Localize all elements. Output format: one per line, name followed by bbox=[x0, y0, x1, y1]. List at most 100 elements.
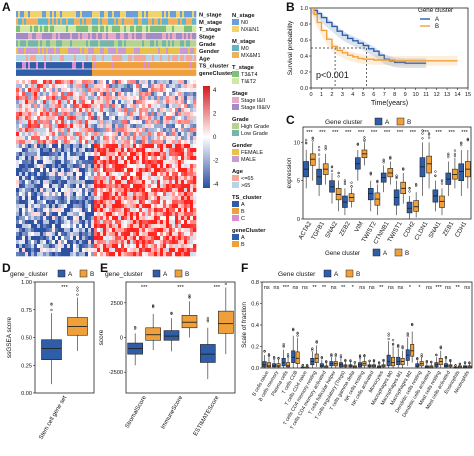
heatmap-cell bbox=[67, 132, 71, 137]
heatmap-cell bbox=[163, 248, 167, 253]
annotation-cell bbox=[84, 40, 87, 47]
heatmap-cell bbox=[82, 176, 86, 181]
heatmap-cell bbox=[61, 112, 65, 117]
heatmap-cell bbox=[136, 240, 140, 245]
heatmap-cell bbox=[139, 200, 143, 205]
annotation-cell bbox=[26, 32, 29, 40]
heatmap-cell bbox=[157, 212, 161, 217]
outlier-point bbox=[440, 179, 444, 182]
heatmap-cell bbox=[91, 204, 95, 209]
heatmap-cell bbox=[76, 212, 80, 217]
heatmap-cell bbox=[19, 188, 23, 193]
annotation-cell bbox=[186, 11, 189, 18]
heatmap-cell bbox=[136, 176, 140, 181]
heatmap-cell bbox=[73, 92, 77, 97]
heatmap-cell bbox=[61, 140, 65, 145]
heatmap-cell bbox=[181, 200, 185, 205]
heatmap-cell bbox=[178, 108, 182, 113]
heatmap-cell bbox=[142, 132, 146, 137]
heatmap-cell bbox=[184, 120, 188, 125]
heatmap-cell bbox=[151, 96, 155, 101]
heatmap-cell bbox=[43, 176, 47, 181]
annotation-cell bbox=[164, 18, 167, 25]
x-tick-label: ImmuneScore bbox=[160, 394, 184, 430]
heatmap-cell bbox=[31, 160, 35, 165]
heatmap-cell bbox=[94, 100, 98, 105]
annotation-cell bbox=[26, 47, 29, 54]
heatmap-cell bbox=[61, 216, 65, 221]
heatmap-cell bbox=[37, 140, 41, 145]
outlier-point bbox=[382, 359, 385, 363]
heatmap-cell bbox=[25, 88, 29, 93]
heatmap-cell bbox=[175, 240, 179, 245]
heatmap-cell bbox=[178, 104, 182, 109]
heatmap-cell bbox=[133, 192, 137, 197]
heatmap-cell bbox=[76, 192, 80, 197]
heatmap-cell bbox=[166, 176, 170, 181]
heatmap-cell bbox=[85, 104, 89, 109]
annotation-cell bbox=[156, 11, 159, 18]
heatmap-cell bbox=[187, 84, 191, 89]
heatmap-cell bbox=[61, 196, 65, 201]
heatmap-cell bbox=[115, 220, 119, 225]
annotation-cell bbox=[102, 62, 105, 69]
heatmap-cell bbox=[115, 184, 119, 189]
heatmap-cell bbox=[130, 188, 134, 193]
heatmap-cell bbox=[127, 240, 131, 245]
heatmap-cell bbox=[118, 240, 122, 245]
annotation-cell bbox=[172, 54, 175, 62]
heatmap-cell bbox=[97, 180, 101, 185]
heatmap-cell bbox=[97, 140, 101, 145]
heatmap-cell bbox=[127, 252, 131, 257]
heatmap-cell bbox=[175, 184, 179, 189]
heatmap-cell bbox=[151, 116, 155, 121]
heatmap-cell bbox=[100, 148, 104, 153]
heatmap-cell bbox=[94, 236, 98, 241]
annotation-cell bbox=[160, 40, 163, 47]
heatmap-cell bbox=[97, 236, 101, 241]
heatmap-cell bbox=[133, 104, 137, 109]
heatmap-cell bbox=[37, 84, 41, 89]
heatmap-cell bbox=[103, 168, 107, 173]
annotation-cell bbox=[64, 47, 67, 54]
heatmap-cell bbox=[22, 220, 26, 225]
heatmap-cell bbox=[91, 200, 95, 205]
box-b bbox=[361, 136, 368, 166]
box-a bbox=[348, 359, 353, 368]
heatmap-cell bbox=[151, 212, 155, 217]
annotation-track bbox=[16, 54, 197, 62]
heatmap-cell bbox=[22, 188, 26, 193]
heatmap-cell bbox=[175, 120, 179, 125]
annotation-cell bbox=[52, 69, 55, 76]
heatmap-cell bbox=[82, 140, 86, 145]
annotation-cell bbox=[182, 54, 185, 62]
box-b bbox=[314, 339, 319, 367]
heatmap-cell bbox=[139, 180, 143, 185]
heatmap-cell bbox=[28, 224, 32, 229]
heatmap-cell bbox=[43, 136, 47, 141]
heatmap-cell bbox=[22, 112, 26, 117]
heatmap-cell bbox=[49, 144, 53, 149]
annotation-cell bbox=[152, 40, 155, 47]
heatmap-cell bbox=[133, 156, 137, 161]
heatmap-cell bbox=[148, 216, 152, 221]
heatmap-cell bbox=[46, 240, 50, 245]
heatmap-cell bbox=[175, 188, 179, 193]
annotation-cell bbox=[60, 69, 63, 76]
outlier-point bbox=[369, 173, 372, 176]
heatmap-cell bbox=[169, 208, 173, 213]
legend-label: A bbox=[435, 17, 439, 23]
heatmap-cell bbox=[142, 92, 146, 97]
heatmap-cell bbox=[94, 144, 98, 149]
heatmap-cell bbox=[76, 164, 80, 169]
annotation-cell bbox=[136, 54, 139, 62]
heatmap-cell bbox=[97, 232, 101, 237]
heatmap-cell bbox=[91, 220, 95, 225]
heatmap-cell bbox=[85, 96, 89, 101]
annotation-cell bbox=[114, 69, 117, 76]
heatmap-cell bbox=[88, 140, 92, 145]
heatmap-cell bbox=[148, 232, 152, 237]
box-b bbox=[426, 132, 432, 189]
heatmap-cell bbox=[28, 88, 32, 93]
heatmap-cell bbox=[148, 184, 152, 189]
